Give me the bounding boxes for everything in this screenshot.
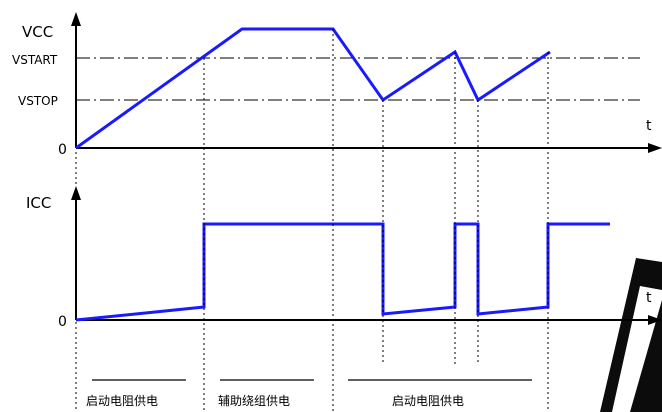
phase-label-auxiliary-winding: 辅助绕组供电 <box>218 394 290 408</box>
icc-waveform <box>75 222 610 322</box>
vstop-label: VSTOP <box>18 94 58 108</box>
icc-y-axis-arrow <box>71 186 81 200</box>
icc-origin-label: 0 <box>58 314 67 330</box>
vcc-time-label: t <box>646 118 652 134</box>
watermark-logo <box>600 258 662 412</box>
vcc-axis-label: VCC <box>22 23 53 41</box>
icc-time-label: t <box>646 290 652 306</box>
icc-axis-label: ICC <box>26 194 51 212</box>
icc-x-axis-arrow <box>648 315 662 325</box>
vcc-waveform <box>75 27 551 150</box>
vertical-guides <box>75 29 549 412</box>
vcc-origin-label: 0 <box>58 142 67 158</box>
phase-label-startup-resistor-1: 启动电阻供电 <box>86 394 158 408</box>
vcc-y-axis-arrow <box>71 12 81 26</box>
vstart-label: VSTART <box>12 53 58 67</box>
phase-label-startup-resistor-2: 启动电阻供电 <box>392 394 464 408</box>
vcc-x-axis-arrow <box>648 143 662 153</box>
